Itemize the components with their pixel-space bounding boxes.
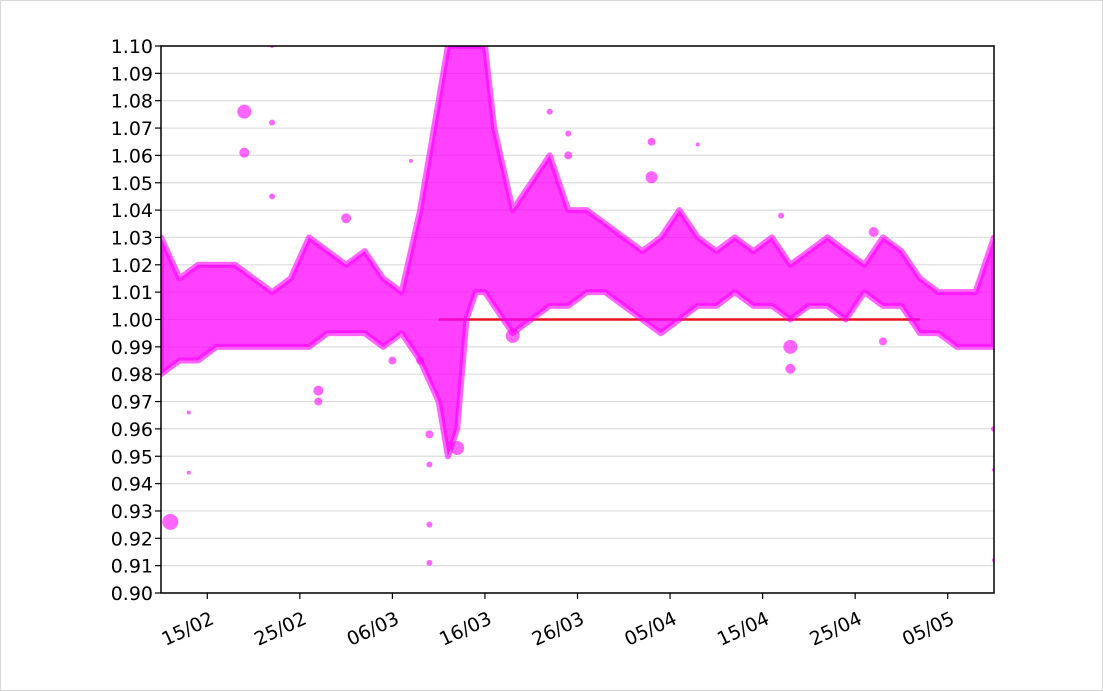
plot-area — [161, 46, 994, 566]
x-tick-label: 05/04 — [621, 608, 680, 651]
bubble — [162, 513, 179, 530]
y-tick-label: 1.03 — [111, 227, 153, 249]
y-tick-label: 1.05 — [111, 173, 153, 195]
bubble — [186, 410, 191, 415]
bubble — [388, 356, 397, 365]
bubble — [416, 356, 425, 365]
y-tick-label: 0.91 — [111, 556, 153, 578]
y-tick-label: 1.04 — [111, 200, 153, 222]
x-tick-label: 15/02 — [158, 608, 217, 651]
bubble — [269, 193, 276, 200]
plot-frame — [160, 45, 995, 594]
y-tick-label: 1.06 — [111, 145, 153, 167]
bubble — [546, 108, 553, 115]
x-tick-label: 25/02 — [251, 608, 310, 651]
bubble — [426, 559, 433, 566]
bubble — [425, 430, 434, 439]
bubble — [878, 337, 887, 346]
y-tick-label: 0.98 — [111, 364, 153, 386]
y-tick-label: 0.99 — [111, 337, 153, 359]
y-tick-label: 0.94 — [111, 474, 153, 496]
bubble — [269, 119, 276, 126]
x-tick-label: 25/04 — [806, 608, 865, 651]
y-tick-label: 0.96 — [111, 419, 153, 441]
bubble — [186, 470, 191, 475]
bubble — [341, 213, 352, 224]
bubble — [778, 212, 785, 219]
y-tick-label: 1.01 — [111, 282, 153, 304]
y-tick-label: 0.97 — [111, 392, 153, 414]
bubble — [426, 521, 433, 528]
bubble — [450, 441, 465, 456]
marks — [161, 46, 994, 566]
bubble — [237, 104, 252, 119]
y-tick-label: 0.93 — [111, 501, 153, 523]
bubble — [408, 158, 413, 163]
y-tick-label: 0.92 — [111, 528, 153, 550]
x-tick-label: 05/05 — [899, 608, 958, 651]
bubble — [695, 142, 700, 147]
y-tick-label: 1.00 — [111, 310, 153, 332]
y-tick-label: 1.09 — [111, 63, 153, 85]
y-tick-label: 0.90 — [111, 583, 153, 605]
x-tick-label: 16/03 — [436, 608, 495, 651]
y-tick-label: 1.02 — [111, 255, 153, 277]
y-tick-label: 1.10 — [111, 36, 153, 58]
bubble — [868, 226, 879, 237]
bubble — [645, 171, 658, 184]
x-tick-label: 06/03 — [344, 608, 403, 651]
bubble — [314, 397, 323, 406]
point-cloud — [161, 46, 994, 460]
bubble — [783, 339, 798, 354]
bubble — [426, 461, 433, 468]
y-tick-label: 1.07 — [111, 118, 153, 140]
bubble — [239, 147, 250, 158]
bubble — [785, 363, 796, 374]
y-tick-label: 0.95 — [111, 446, 153, 468]
bubble — [313, 385, 324, 396]
bubble — [505, 328, 520, 343]
bubble — [647, 137, 656, 146]
bubble — [564, 151, 573, 160]
x-tick-label: 15/04 — [714, 608, 773, 651]
bubble — [565, 130, 572, 137]
y-tick-label: 1.08 — [111, 91, 153, 113]
x-tick-label: 26/03 — [529, 608, 588, 651]
